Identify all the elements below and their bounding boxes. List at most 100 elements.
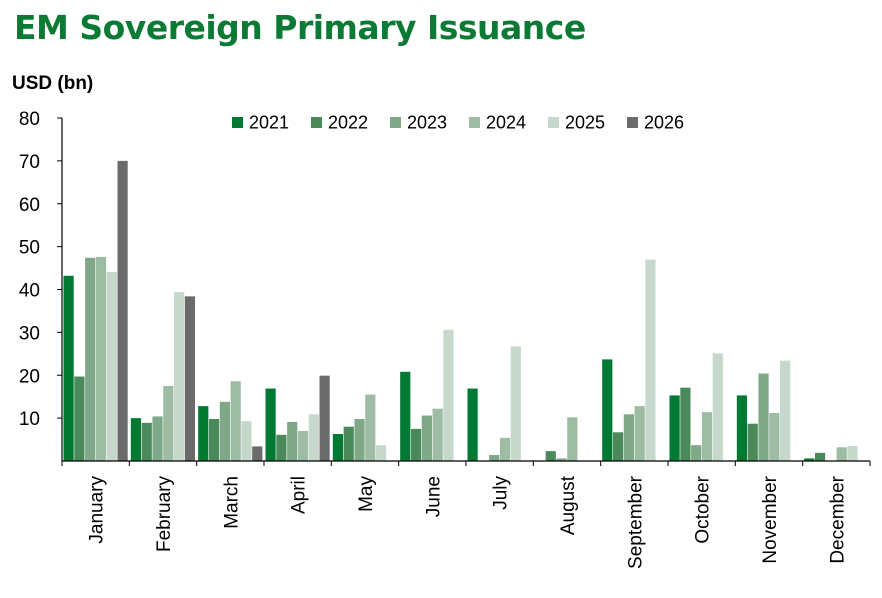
bar-2024-june — [432, 408, 443, 461]
bar-2025-april — [308, 414, 319, 461]
bar-2022-may — [343, 426, 354, 461]
bar-2021-september — [602, 359, 613, 461]
bar-2022-january — [74, 376, 85, 461]
bar-2025-january — [106, 271, 117, 461]
y-tick-label: 20 — [19, 366, 40, 387]
bar-2026-january — [117, 160, 128, 462]
x-tick-label: April — [289, 476, 310, 514]
bar-2021-april — [265, 388, 276, 461]
bar-2022-february — [141, 422, 152, 461]
y-tick-label: 60 — [19, 195, 40, 216]
bar-2023-july — [489, 455, 500, 461]
bar-2026-february — [184, 296, 196, 461]
bar-2021-november — [736, 395, 748, 461]
bar-2024-november — [769, 412, 780, 461]
legend-label-2023: 2023 — [407, 113, 447, 133]
bar-2021-june — [400, 371, 411, 461]
bar-2023-october — [691, 445, 702, 461]
bar-2022-november — [747, 423, 758, 461]
bar-2023-february — [152, 416, 163, 461]
bar-2025-november — [780, 360, 791, 461]
bar-2023-november — [758, 373, 769, 461]
bar-2025-march — [241, 421, 252, 461]
bar-2021-march — [198, 406, 209, 461]
bar-2023-may — [354, 418, 365, 461]
bar-2024-january — [95, 256, 107, 461]
x-tick-label: October — [693, 475, 714, 543]
x-tick-label: February — [154, 476, 175, 553]
y-tick-label: 40 — [19, 281, 40, 302]
bar-2023-june — [421, 415, 432, 461]
bar-2025-june — [443, 329, 454, 461]
bar-2023-september — [623, 414, 634, 461]
legend-swatch-2026 — [627, 117, 638, 128]
bar-2022-march — [208, 418, 220, 461]
bar-2024-october — [701, 412, 713, 461]
bar-2025-october — [712, 353, 723, 461]
x-tick-label: August — [558, 475, 579, 535]
bar-2023-april — [287, 421, 298, 461]
legend: 2021 2022 2023 2024 2025 2026 — [232, 113, 684, 133]
bars — [63, 160, 858, 462]
x-tick-label: June — [423, 476, 444, 517]
bar-2022-june — [410, 428, 422, 461]
x-tick-label: December — [827, 475, 848, 563]
bar-2021-may — [332, 433, 344, 461]
y-tick-label: 70 — [19, 152, 40, 173]
bar-2024-april — [297, 430, 309, 461]
bar-2021-december — [804, 458, 815, 461]
y-tick-label: 30 — [19, 323, 40, 344]
legend-swatch-2025 — [548, 117, 559, 128]
y-axis-unit-label: USD (bn) — [12, 73, 94, 94]
bar-2025-july — [510, 346, 521, 461]
bar-2025-december — [847, 445, 858, 461]
x-tick-label: March — [221, 476, 242, 529]
bar-2025-may — [376, 445, 387, 461]
bar-2026-march — [252, 446, 263, 461]
axes — [61, 118, 871, 466]
y-tick-label: 80 — [19, 109, 40, 130]
y-axis-ticks: 10 20 30 40 50 60 70 80 — [19, 109, 62, 430]
y-tick-label: 50 — [19, 238, 40, 259]
bar-2022-october — [680, 387, 691, 461]
bar-2025-february — [174, 292, 185, 461]
bar-2024-september — [634, 406, 645, 461]
bar-2021-october — [669, 395, 680, 461]
bar-2021-july — [467, 388, 478, 461]
legend-swatch-2021 — [232, 117, 243, 128]
legend-swatch-2023 — [390, 117, 401, 128]
x-tick-label: July — [491, 476, 512, 510]
bar-2023-august — [556, 458, 567, 461]
bar-2022-december — [814, 452, 826, 461]
legend-label-2022: 2022 — [328, 113, 368, 133]
chart-title: EM Sovereign Primary Issuance — [14, 8, 586, 47]
legend-label-2024: 2024 — [486, 113, 526, 133]
bar-2022-august — [545, 451, 556, 461]
x-tick-label: September — [625, 475, 646, 569]
bar-2024-august — [567, 417, 578, 461]
bar-2023-march — [219, 401, 230, 461]
legend-label-2021: 2021 — [249, 113, 289, 133]
legend-label-2026: 2026 — [644, 113, 684, 133]
bar-2022-september — [612, 432, 624, 461]
legend-label-2025: 2025 — [565, 113, 605, 133]
bar-2021-february — [130, 418, 142, 462]
bar-2026-april — [319, 375, 330, 461]
x-tick-label: May — [356, 476, 377, 512]
bar-2024-march — [230, 381, 241, 461]
bar-2024-december — [836, 447, 847, 461]
y-tick-label: 10 — [19, 409, 40, 430]
bar-2025-september — [645, 259, 656, 461]
bar-2021-january — [63, 275, 74, 461]
bar-2023-january — [85, 257, 96, 461]
legend-swatch-2024 — [469, 117, 480, 128]
bar-2024-february — [163, 385, 174, 461]
x-tick-label: January — [87, 476, 108, 544]
legend-swatch-2022 — [311, 117, 322, 128]
bar-2024-may — [365, 394, 376, 461]
x-axis-labels: January February March April May June July Augu… — [87, 475, 849, 569]
bar-2022-april — [276, 434, 287, 461]
bar-2024-july — [499, 437, 511, 461]
x-tick-label: November — [760, 475, 781, 563]
